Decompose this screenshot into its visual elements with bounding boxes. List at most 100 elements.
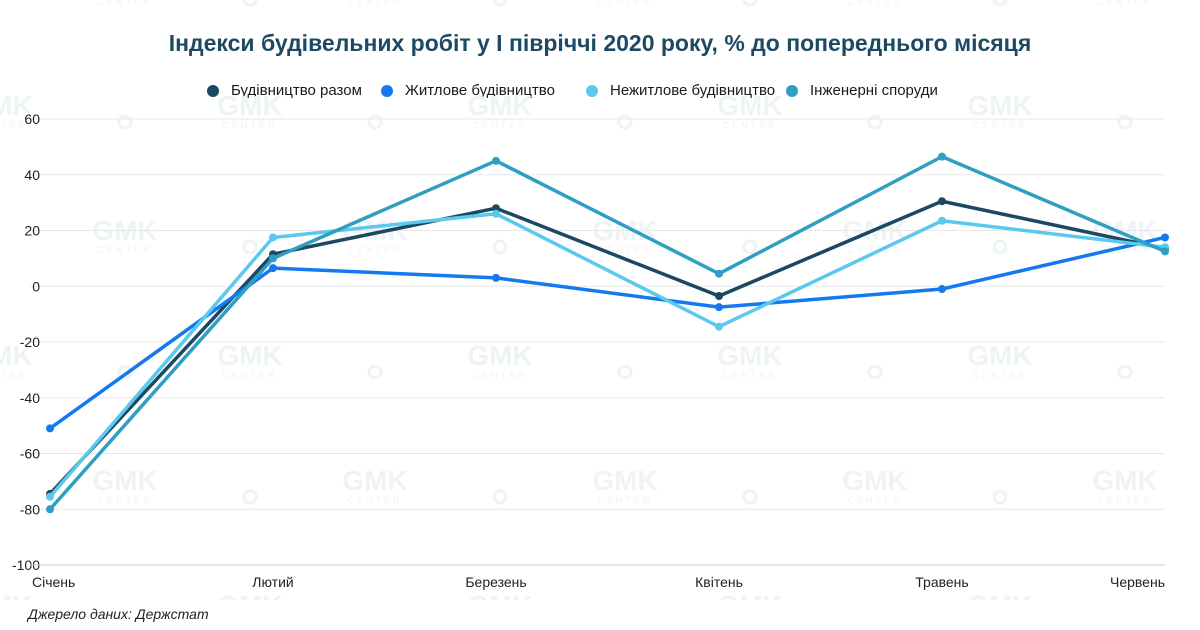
watermark-text: GMK (592, 465, 657, 496)
watermark-text: GMK (0, 590, 33, 600)
legend-marker-residential (381, 84, 393, 97)
watermark-icon (242, 0, 258, 7)
x-tick-label: Січень (32, 574, 75, 590)
legend-label-total: Будівництво разом (231, 82, 362, 99)
watermark-icon (992, 489, 1008, 505)
x-tick-label: Березень (465, 574, 526, 590)
watermark-subtext: CENTER (97, 0, 152, 7)
legend-marker-total (207, 84, 219, 97)
watermark-subtext: CENTER (222, 370, 277, 380)
y-tick-label: -40 (20, 390, 40, 406)
watermark-text: GMK (0, 90, 33, 121)
series-residential-point (715, 303, 723, 312)
series-engineering-point (1161, 247, 1169, 256)
watermark-subtext: CENTER (597, 0, 652, 7)
x-tick-label: Квітень (695, 574, 743, 590)
watermark-text: GMK (717, 340, 782, 371)
watermark-subtext: CENTER (597, 245, 652, 255)
x-tick-label: Червень (1110, 574, 1165, 590)
legend-label-nonresidential: Нежитлове будівництво (610, 82, 776, 99)
watermark-icon (492, 239, 508, 255)
watermark-subtext: CENTER (472, 370, 527, 380)
watermark-text: GMK (0, 340, 33, 371)
watermark-icon (742, 239, 758, 255)
watermark-icon (242, 489, 258, 505)
x-tick-label: Лютий (252, 574, 293, 590)
y-tick-label: 40 (24, 167, 40, 183)
legend-item-engineering[interactable]: Інженерні споруди (786, 82, 938, 99)
watermark-text: GMK (842, 465, 907, 496)
watermark-icon (742, 489, 758, 505)
series-nonresidential-point (46, 492, 54, 501)
series-engineering-point (269, 254, 277, 263)
y-tick-label: -100 (12, 557, 40, 573)
watermark-subtext: CENTER (1097, 495, 1152, 505)
data-source-note: Джерело даних: Держстат (28, 606, 209, 622)
watermark-text: GMK (967, 90, 1032, 121)
series-residential-point (46, 424, 54, 433)
series-nonresidential-line (48, 212, 1167, 499)
watermark-subtext: CENTER (847, 495, 902, 505)
watermark-text: GMK (967, 340, 1032, 371)
watermark-subtext: CENTER (1097, 245, 1152, 255)
y-tick-label: -80 (20, 501, 40, 517)
y-tick-label: 60 (24, 111, 40, 127)
watermark-subtext: CENTER (722, 370, 777, 380)
watermark-subtext: CENTER (1097, 0, 1152, 7)
watermark-icon (992, 239, 1008, 255)
legend-item-nonresidential[interactable]: Нежитлове будівництво (586, 82, 775, 99)
y-tick-label: -60 (20, 446, 40, 462)
series-residential-point (938, 285, 946, 294)
watermark-icon (367, 364, 383, 380)
watermark-icon (867, 114, 883, 130)
watermark-icon (1117, 114, 1133, 130)
series-engineering-point (938, 152, 946, 161)
series-residential-point (269, 264, 277, 273)
series-nonresidential-point (938, 216, 946, 225)
watermark-text: GMK (467, 590, 532, 600)
watermark-icon (1117, 364, 1133, 380)
watermark-subtext: CENTER (347, 0, 402, 7)
series-total-point (715, 292, 723, 301)
chart-title: Індекси будівельних робіт у I півріччі 2… (168, 30, 1032, 56)
series-nonresidential-point (492, 209, 500, 218)
watermark-text: GMK (717, 590, 782, 600)
watermark-text: GMK (467, 90, 532, 121)
legend-item-residential[interactable]: Житлове будівництво (381, 82, 555, 99)
x-tick-label: Травень (915, 574, 968, 590)
watermark-subtext: CENTER (347, 245, 402, 255)
watermark-icon (242, 239, 258, 255)
watermark-text: GMK (1092, 465, 1157, 496)
y-tick-label: 20 (24, 223, 40, 239)
y-tick-label: 0 (32, 278, 40, 294)
watermark-subtext: CENTER (847, 245, 902, 255)
watermark-text: GMK (467, 340, 532, 371)
watermark-subtext: CENTER (722, 120, 777, 130)
legend-label-residential: Житлове будівництво (405, 82, 555, 99)
watermark-subtext: CENTER (972, 120, 1027, 130)
watermark-subtext: CENTER (97, 245, 152, 255)
series-nonresidential-point (715, 322, 723, 331)
watermark-text: GMK (92, 465, 157, 496)
watermark-subtext: CENTER (0, 120, 28, 130)
watermark-text: GMK (717, 90, 782, 121)
legend-item-total[interactable]: Будівництво разом (207, 82, 362, 99)
watermark-subtext: CENTER (97, 495, 152, 505)
watermark-text: GMK (967, 590, 1032, 600)
watermark-subtext: CENTER (0, 370, 28, 380)
watermark-icon (492, 489, 508, 505)
series-engineering-point (46, 505, 54, 514)
series-engineering-line (48, 154, 1167, 511)
watermark-subtext: CENTER (597, 495, 652, 505)
line-chart: GMKCENTERGMKCENTERGMKCENTERGMKCENTERGMKC… (0, 0, 1169, 600)
legend-marker-nonresidential (586, 84, 598, 97)
series-residential-point (1161, 233, 1169, 242)
series-residential-line (48, 235, 1167, 431)
watermark-icon (867, 364, 883, 380)
series-engineering-point (492, 156, 500, 165)
series-total-point (492, 204, 500, 213)
series-engineering-point (715, 269, 723, 278)
watermark-text: GMK (217, 340, 282, 371)
series-total-point (938, 197, 946, 206)
watermark-icon (617, 114, 633, 130)
